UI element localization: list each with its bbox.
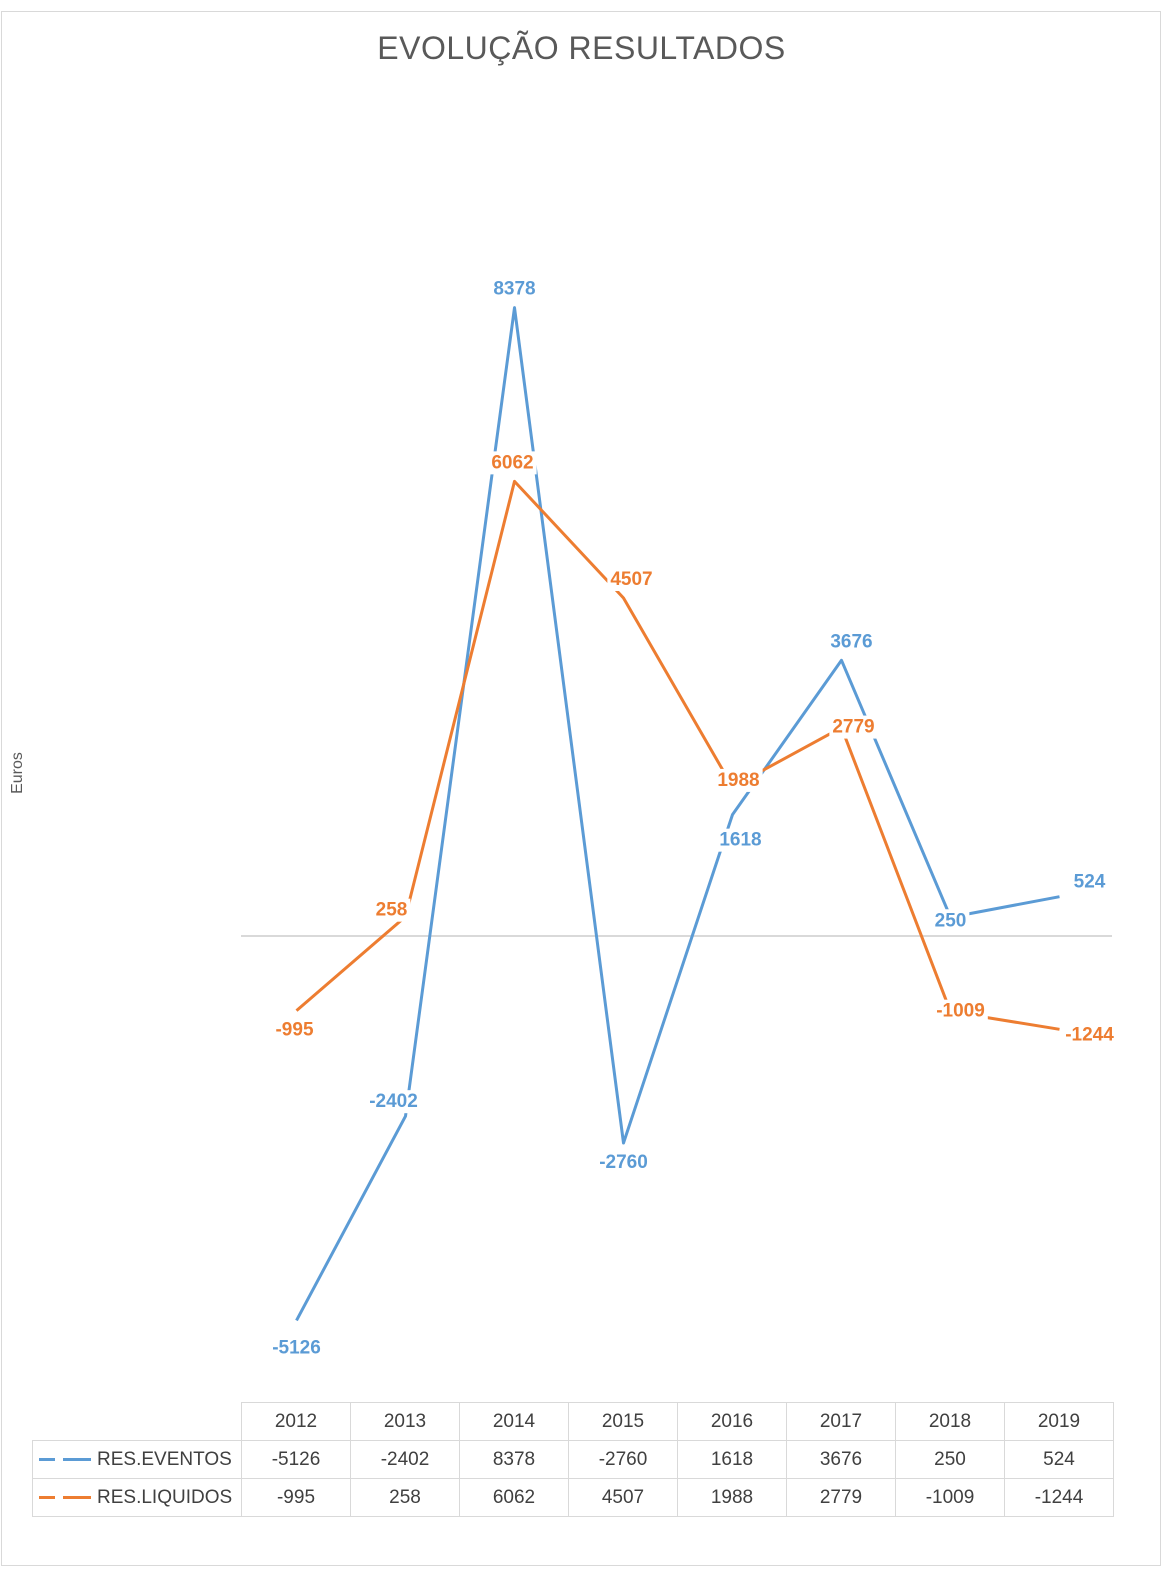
data-label-background [272, 1018, 317, 1042]
data-label-background [1070, 870, 1109, 894]
legend-label: RES.LIQUIDOS [97, 1486, 233, 1508]
data-label: 2779 [832, 717, 874, 738]
legend-entry: RES.LIQUIDOS [32, 1478, 242, 1517]
x-tick-label: 2016 [677, 1402, 787, 1441]
data-label-background [714, 768, 763, 792]
x-tick-label: 2015 [568, 1402, 678, 1441]
table-cell: 524 [1004, 1440, 1114, 1479]
table-cell: 4507 [568, 1478, 678, 1517]
data-label: -1244 [1065, 1024, 1114, 1045]
data-label: 4507 [610, 569, 652, 590]
table-cell: 3676 [786, 1440, 896, 1479]
data-label-background [269, 1336, 324, 1360]
data-label-background [931, 909, 970, 933]
table-cell: 2779 [786, 1478, 896, 1517]
data-label-background [933, 999, 988, 1023]
data-label: -5126 [272, 1337, 321, 1358]
data-label-background [829, 715, 878, 739]
table-cell: 6062 [459, 1478, 569, 1517]
data-table: 2012 2013 2014 2015 2016 2017 2018 2019 RES.EVEN… [32, 1402, 1114, 1517]
data-label: 6062 [491, 452, 533, 473]
data-label-background [1062, 1023, 1118, 1047]
data-label-background [827, 630, 876, 654]
data-label: -1009 [936, 1001, 985, 1022]
table-cell: -5126 [241, 1440, 351, 1479]
x-tick-label: 2014 [459, 1402, 569, 1441]
table-cell: -995 [241, 1478, 351, 1517]
table-cell: -1009 [895, 1478, 1005, 1517]
data-label: 3676 [830, 631, 872, 652]
data-label: -995 [275, 1020, 313, 1041]
data-label-background [490, 277, 539, 301]
data-label: 1988 [717, 770, 759, 791]
table-cell: -1244 [1004, 1478, 1114, 1517]
data-label-background [716, 828, 765, 852]
table-cell: -2402 [350, 1440, 460, 1479]
table-cell: 1988 [677, 1478, 787, 1517]
legend-entry: RES.EVENTOS [32, 1440, 242, 1479]
data-label-background [366, 1090, 421, 1114]
table-corner-cell [32, 1402, 242, 1441]
data-label: -2760 [599, 1152, 648, 1173]
table-row: RES.LIQUIDOS -995 258 6062 4507 1988 2779 -1009… [32, 1478, 1114, 1517]
data-label-background [372, 898, 411, 922]
data-label: 258 [376, 900, 408, 921]
data-label: 524 [1074, 872, 1106, 893]
data-label: -2402 [369, 1091, 418, 1112]
chart-frame [1, 11, 1161, 1566]
series-line-res-eventos [295, 306, 1060, 1322]
data-label: 1618 [719, 830, 761, 851]
table-header-row: 2012 2013 2014 2015 2016 2017 2018 2019 [32, 1402, 1114, 1441]
legend-key [39, 1453, 95, 1465]
data-label: 8378 [493, 279, 535, 300]
x-tick-label: 2018 [895, 1402, 1005, 1441]
chart-title: EVOLUÇÃO RESULTADOS [377, 30, 786, 66]
x-tick-label: 2012 [241, 1402, 351, 1441]
table-cell: 258 [350, 1478, 460, 1517]
table-cell: 8378 [459, 1440, 569, 1479]
table-cell: 1618 [677, 1440, 787, 1479]
table-row: RES.EVENTOS -5126 -2402 8378 -2760 1618 3676 25… [32, 1440, 1114, 1479]
legend-label: RES.EVENTOS [97, 1448, 232, 1470]
series-line-res-liquidos [295, 479, 1060, 1031]
data-label-background [607, 567, 656, 591]
table-cell: 250 [895, 1440, 1005, 1479]
x-tick-label: 2013 [350, 1402, 460, 1441]
table-cell: -2760 [568, 1440, 678, 1479]
data-label-background [596, 1151, 651, 1175]
data-label: 250 [935, 910, 967, 931]
x-tick-label: 2017 [786, 1402, 896, 1441]
x-tick-label: 2019 [1004, 1402, 1114, 1441]
data-label-background [488, 451, 537, 475]
series-layer: -5126 -2402 8378 -2760 1618 3676 250 524 -995 258… [269, 277, 1118, 1360]
legend-key [39, 1491, 95, 1503]
